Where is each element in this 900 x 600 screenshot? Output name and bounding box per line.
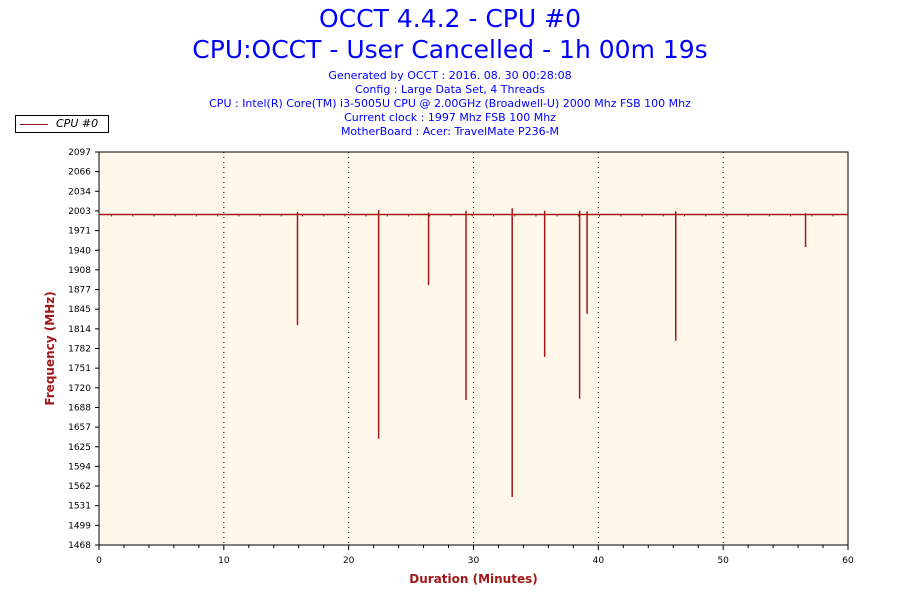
plot-area [98, 151, 849, 546]
x-tick-label: 10 [218, 556, 230, 566]
y-tick-label: 1688 [68, 403, 91, 413]
x-tick-label: 40 [593, 556, 605, 566]
y-tick-label: 1625 [68, 443, 91, 453]
y-tick-label: 1782 [68, 345, 91, 355]
legend-swatch [20, 124, 48, 125]
chart-title: OCCT 4.4.2 - CPU #0 [319, 4, 581, 33]
legend: CPU #0 [15, 115, 109, 133]
y-tick-label: 1908 [68, 266, 91, 276]
y-tick-label: 1499 [68, 521, 91, 531]
x-tick-label: 0 [96, 556, 102, 566]
y-tick-label: 1971 [68, 227, 91, 237]
x-axis-label: Duration (Minutes) [409, 572, 537, 586]
y-tick-label: 1940 [68, 246, 91, 256]
x-tick-label: 30 [468, 556, 480, 566]
x-tick-label: 20 [343, 556, 355, 566]
info-generated: Generated by OCCT : 2016. 08. 30 00:28:0… [328, 69, 572, 82]
y-tick-label: 1531 [68, 502, 91, 512]
chart-subtitle: CPU:OCCT - User Cancelled - 1h 00m 19s [192, 35, 708, 64]
info-cpu: CPU : Intel(R) Core(TM) i3-5005U CPU @ 2… [209, 97, 691, 110]
y-tick-label: 1594 [68, 462, 91, 472]
y-axis-label: Frequency (MHz) [43, 291, 57, 405]
info-config: Config : Large Data Set, 4 Threads [355, 83, 545, 96]
y-tick-label: 1877 [68, 286, 91, 296]
info-motherboard: MotherBoard : Acer: TravelMate P236-M [340, 125, 560, 138]
y-tick-label: 1720 [68, 384, 91, 394]
y-tick-label: 1814 [68, 325, 91, 335]
y-tick-label: 2003 [68, 207, 91, 217]
y-tick-label: 1751 [68, 364, 91, 374]
y-tick-label: 1562 [68, 482, 91, 492]
y-tick-label: 1468 [68, 541, 91, 551]
y-tick-label: 1657 [68, 423, 91, 433]
y-tick-label: 2097 [68, 148, 91, 158]
y-tick-label: 2034 [68, 187, 91, 197]
x-tick-label: 50 [717, 556, 729, 566]
x-tick-label: 60 [842, 556, 854, 566]
legend-label: CPU #0 [56, 117, 99, 130]
y-tick-label: 2066 [68, 168, 91, 178]
info-clock: Current clock : 1997 Mhz FSB 100 Mhz [344, 111, 556, 124]
y-tick-label: 1845 [68, 305, 91, 315]
